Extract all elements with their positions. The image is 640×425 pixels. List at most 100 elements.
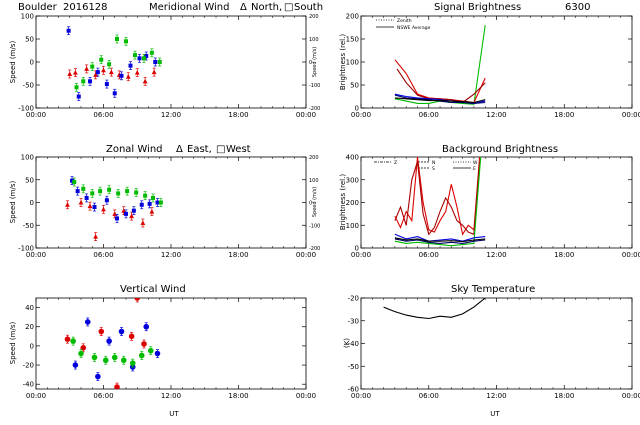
y-tick-label: -100 — [18, 105, 34, 113]
date-label: 2016128 — [63, 2, 108, 13]
plot-vertical: 00:00 06:00 12:00 18:00 00:00 -40 -20 0 20 40 — [23, 297, 316, 400]
x-tick-label: 00:00 — [622, 251, 640, 259]
data-point-zenith — [133, 53, 137, 58]
data-point-zenith — [157, 60, 162, 64]
y-right-tick-label: 100 — [309, 178, 319, 184]
data-point-zenith — [115, 37, 119, 41]
plot-zonal: 00:00 06:00 12:00 18:00 00:00-100-50050100-2… — [18, 154, 320, 260]
y-tick-label: 50 — [25, 36, 34, 44]
data-point-zenith — [120, 357, 127, 364]
data-point-north — [64, 336, 71, 342]
x-tick-label: 00:00 — [26, 251, 46, 259]
data-point-zenith — [78, 350, 84, 357]
x-tick-label: 00:00 — [622, 392, 640, 400]
wavelength-label: 6300 — [565, 2, 590, 13]
data-point-south — [72, 362, 79, 368]
y-tick-label: -50 — [23, 222, 34, 230]
data-point-zenith — [124, 39, 128, 44]
data-point-east — [78, 199, 84, 205]
plot-frame — [35, 297, 307, 390]
x-tick-label: 06:00 — [93, 251, 113, 259]
panel-title: Vertical Wind — [120, 284, 186, 295]
data-point-zenith — [107, 187, 112, 192]
panel-background: Background Brightness Brightness (rel.) … — [339, 144, 558, 230]
data-point-zenith — [134, 190, 139, 195]
data-point-north — [114, 384, 120, 389]
x-axis-label: UT — [490, 410, 500, 418]
y-right-tick-label: 200 — [309, 155, 319, 161]
data-point-south — [84, 319, 91, 325]
data-point-zenith — [142, 56, 146, 61]
data-point-zenith — [129, 360, 136, 366]
y-tick-label: 0 — [30, 342, 34, 350]
y-tick-label: 20 — [25, 323, 34, 331]
data-point-zenith — [98, 189, 103, 194]
x-tick-label: 18:00 — [554, 392, 574, 400]
series-line-z — [394, 157, 482, 247]
y-tick-label: 0 — [355, 105, 359, 113]
plot-skytemp: 00:00 06:00 12:00 18:00 00:00-60-50-40-30-20 — [348, 295, 640, 401]
data-point-north — [98, 328, 105, 335]
data-point-east — [87, 203, 93, 209]
data-point-east — [101, 206, 106, 212]
x-tick-label: 18:00 — [228, 111, 248, 119]
data-point-west — [84, 195, 89, 200]
data-point-zenith — [138, 352, 145, 359]
series-group — [394, 25, 486, 105]
legend-marker-1: Δ — [240, 2, 247, 13]
legend-label-s: S — [432, 166, 435, 172]
data-point-zenith — [90, 64, 95, 69]
data-point-south — [104, 82, 109, 87]
y-axis-label: (K) — [343, 338, 351, 348]
data-point-zenith — [70, 338, 76, 344]
y-axis-label: Speed (m/s) — [9, 181, 17, 224]
y-tick-label: 50 — [350, 82, 359, 90]
series-line-n-2 — [394, 161, 481, 236]
data-point-west — [147, 201, 152, 206]
y-tick-label: 0 — [355, 245, 359, 253]
x-tick-label: 00:00 — [351, 392, 371, 400]
legend-label-n: N — [432, 160, 435, 166]
series-line-average — [394, 97, 486, 104]
data-point-north — [84, 66, 90, 71]
plot-meridional: 00:00 06:00 12:00 18:00 00:00-100-50050100-2… — [18, 13, 320, 120]
data-point-south — [66, 28, 71, 33]
x-tick-label: 12:00 — [486, 251, 506, 259]
data-point-south — [76, 94, 81, 99]
y-right-tick-label: 0 — [309, 60, 312, 66]
site-label: Boulder — [18, 2, 58, 13]
series-line-s — [394, 233, 486, 242]
x-tick-label: 06:00 — [93, 392, 113, 400]
data-point-south — [95, 70, 100, 75]
panel-title: Meridional Wind — [149, 2, 229, 13]
y-tick-label: 100 — [21, 154, 34, 162]
data-point-north — [72, 69, 78, 75]
plot-frame — [35, 15, 307, 109]
data-point-west — [70, 178, 74, 183]
data-point-zenith — [111, 354, 118, 361]
y-tick-label: 300 — [346, 176, 359, 184]
plot-layer: 00:00 06:00 12:00 18:00 00:00-100-50050100-2… — [18, 13, 640, 401]
legend-label-2: West — [226, 144, 251, 155]
legend-label-average: NSWE Average — [397, 25, 431, 31]
series-line-zenith — [394, 25, 486, 105]
series-line-e — [394, 237, 486, 243]
data-point-north — [142, 78, 148, 84]
data-point-zenith — [81, 186, 86, 191]
x-tick-label: 06:00 — [93, 111, 113, 119]
y-tick-label: -50 — [348, 363, 359, 371]
series-group — [383, 298, 486, 320]
data-point-north — [108, 69, 114, 75]
series-group — [66, 26, 162, 101]
data-point-east — [140, 220, 146, 225]
data-point-zenith — [91, 354, 98, 361]
y-tick-label: 150 — [346, 36, 359, 44]
data-point-zenith — [102, 357, 109, 364]
data-point-zenith — [116, 191, 121, 196]
y-tick-label: 100 — [21, 13, 34, 21]
data-point-south — [137, 56, 142, 61]
y-tick-label: 400 — [346, 154, 359, 162]
data-point-east — [121, 208, 127, 213]
series-line-w — [394, 238, 486, 244]
